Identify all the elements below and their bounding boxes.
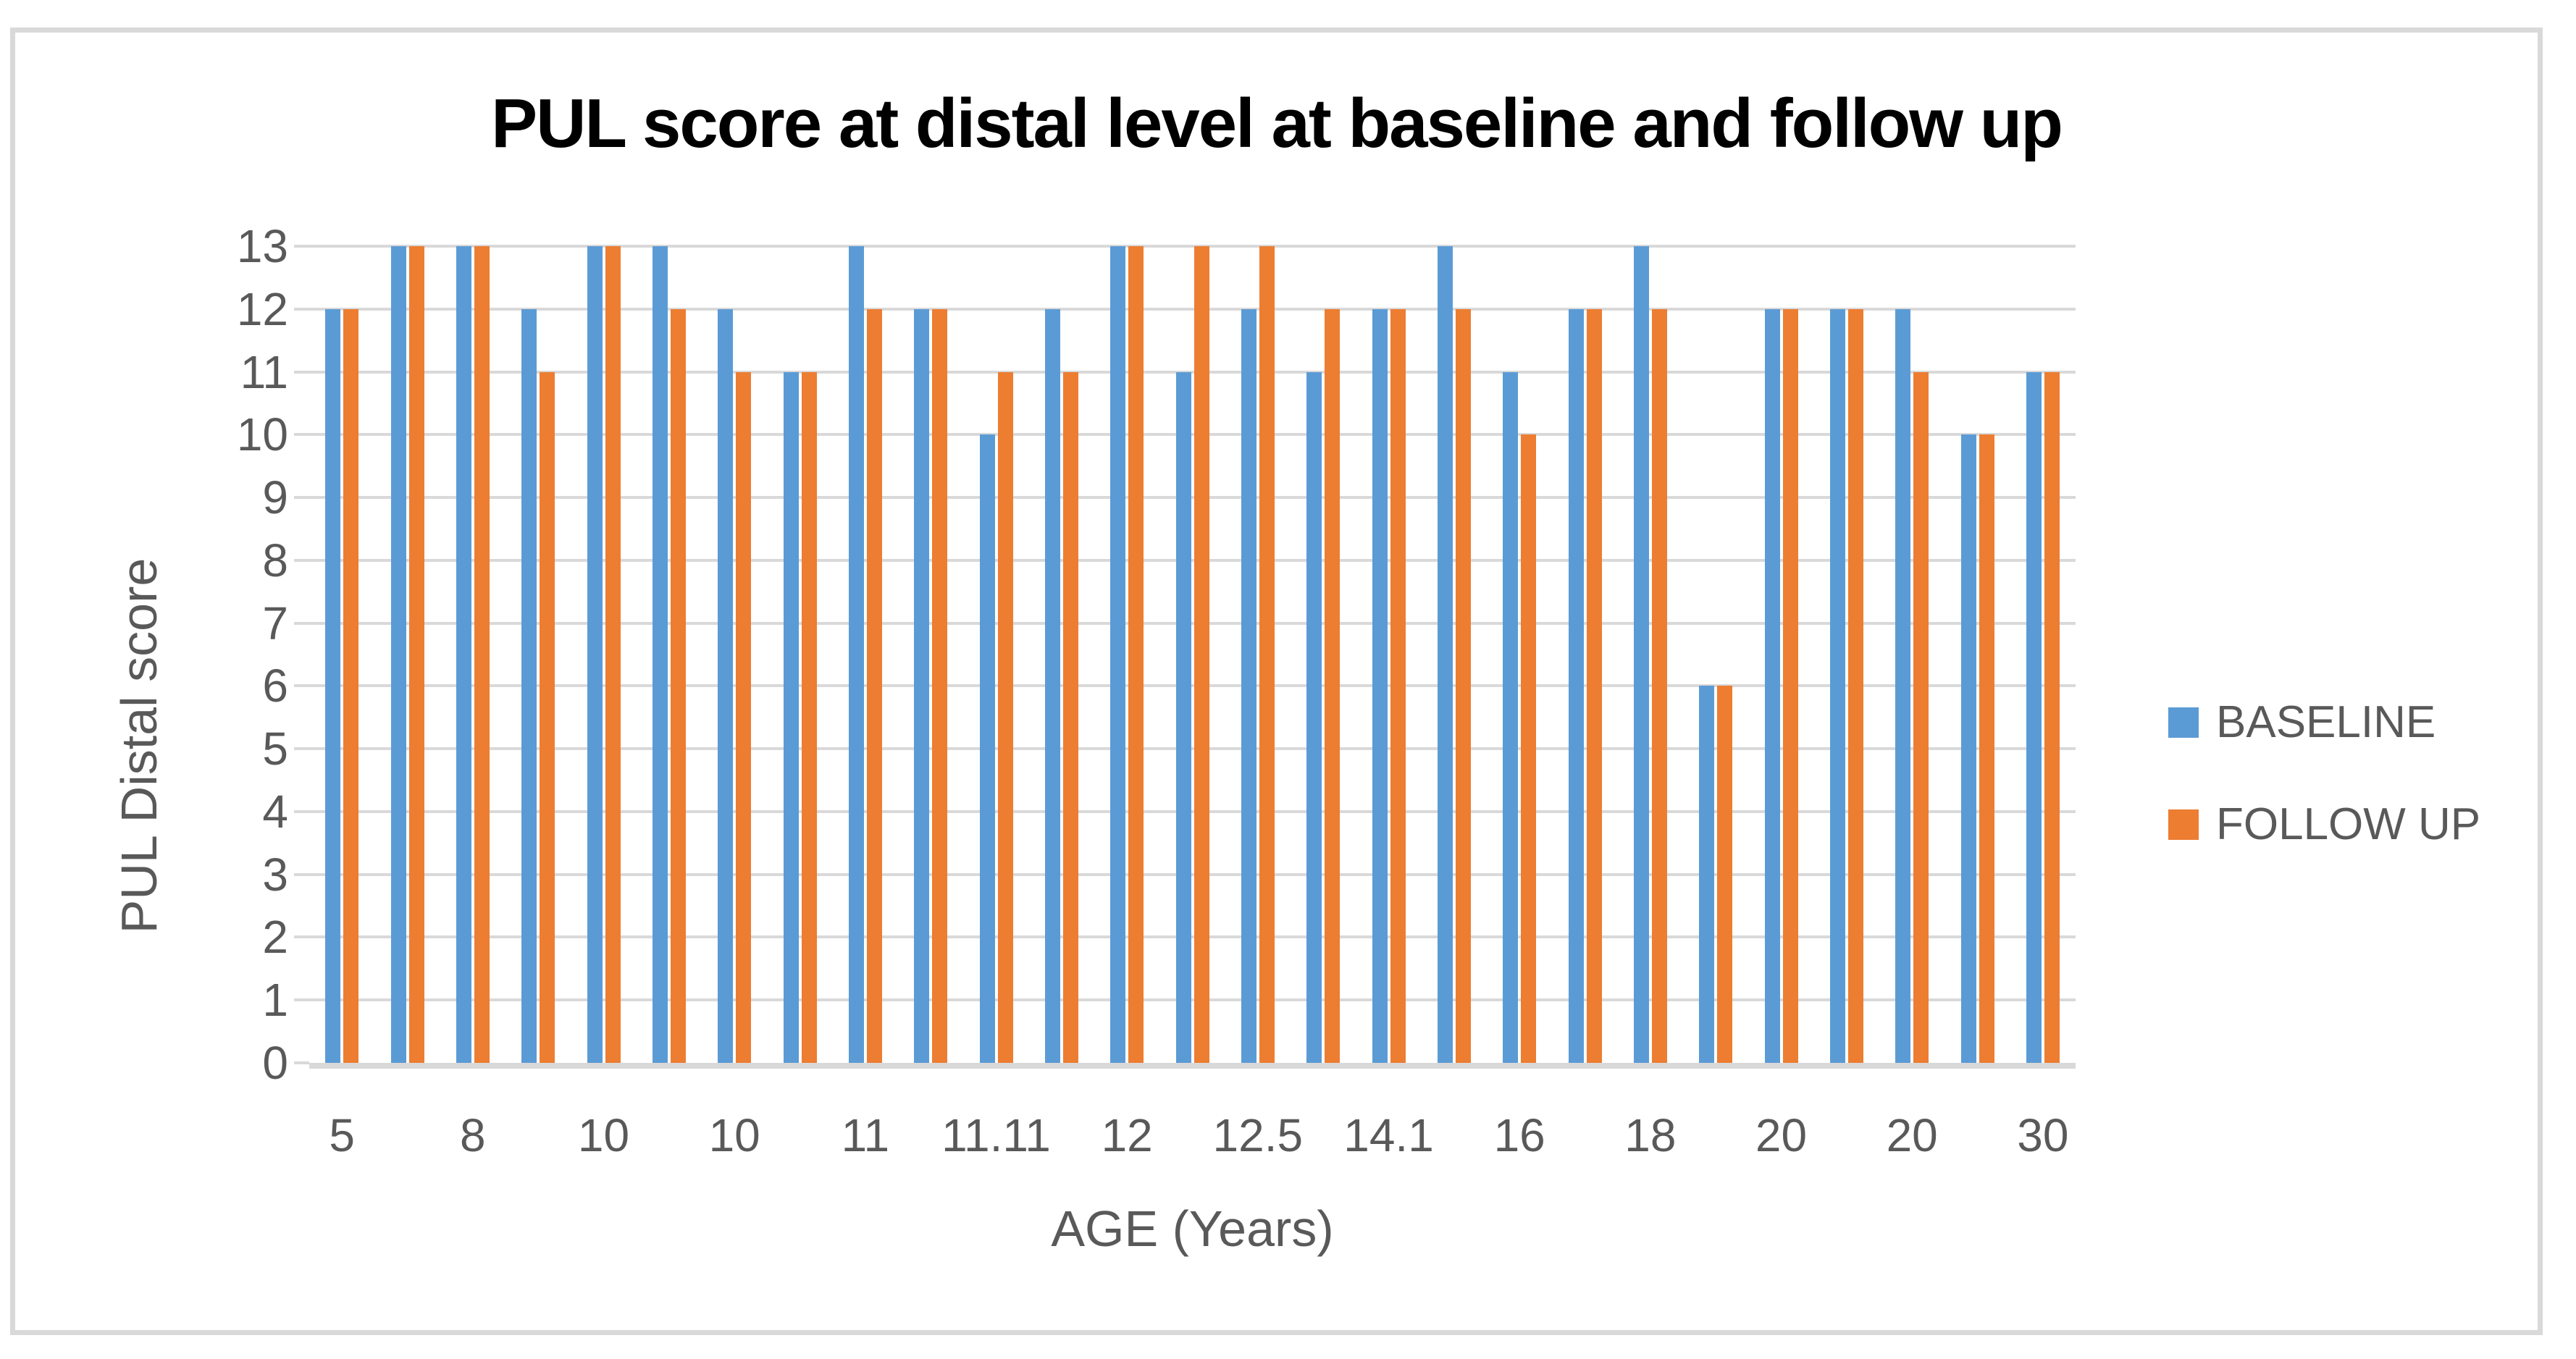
x-axis-title: AGE (Years) — [1051, 1200, 1334, 1257]
y-axis-title: PUL Distal score — [111, 558, 167, 934]
legend-swatch-followup — [2168, 809, 2199, 840]
legend-item-followup: FOLLOW UP — [2168, 799, 2480, 850]
legend-label-followup: FOLLOW UP — [2216, 799, 2481, 849]
legend-swatch-baseline — [2168, 707, 2199, 738]
legend-item-baseline: BASELINE — [2168, 697, 2436, 748]
legend-label-baseline: BASELINE — [2216, 697, 2436, 747]
chart-title: PUL score at distal level at baseline an… — [491, 85, 2063, 162]
chart-frame — [10, 28, 2543, 1335]
